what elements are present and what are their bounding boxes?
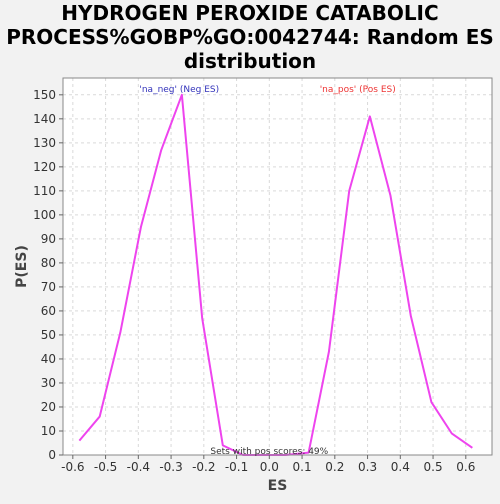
y-tick-label: 40	[41, 352, 56, 366]
y-tick-label: 10	[41, 424, 56, 438]
x-axis-label: ES	[268, 478, 288, 494]
y-axis-label: P(ES)	[14, 245, 30, 288]
title-line: HYDROGEN PEROXIDE CATABOLIC	[61, 1, 438, 25]
neg-annotation: 'na_neg' (Neg ES)	[139, 85, 219, 95]
y-tick-label: 20	[41, 400, 56, 414]
y-tick-label: 80	[41, 256, 56, 270]
x-tick-label: 0.4	[391, 460, 410, 474]
x-tick-label: -0.1	[225, 460, 248, 474]
x-tick-label: -0.3	[159, 460, 182, 474]
footer-annotation: Sets with pos scores: 49%	[210, 447, 328, 457]
title-line: PROCESS%GOBP%GO:0042744: Random ES	[6, 25, 494, 49]
y-tick-label: 140	[33, 112, 56, 126]
y-tick-label: 70	[41, 280, 56, 294]
x-tick-label: 0.1	[293, 460, 312, 474]
y-tick-label: 100	[33, 208, 56, 222]
x-tick-label: -0.6	[61, 460, 84, 474]
x-tick-label: 0.5	[424, 460, 443, 474]
x-tick-label: 0.2	[325, 460, 344, 474]
x-tick-label: -0.4	[127, 460, 150, 474]
plot-border	[62, 77, 493, 456]
y-ticks: 0 10 20 30 40 50 60 70 80 90 100 110 120 130 140 150	[33, 88, 63, 462]
y-tick-label: 110	[33, 184, 56, 198]
plot-area	[63, 78, 492, 455]
x-tick-label: -0.2	[192, 460, 215, 474]
x-tick-label: 0.6	[456, 460, 475, 474]
y-tick-label: 150	[33, 88, 56, 102]
axes	[62, 77, 493, 456]
x-tick-label: -0.5	[94, 460, 117, 474]
x-tick-label: 0.3	[358, 460, 377, 474]
x-tick-label: 0.0	[260, 460, 279, 474]
y-tick-label: 120	[33, 160, 56, 174]
chart-title: HYDROGEN PEROXIDE CATABOLICPROCESS%GOBP%…	[6, 1, 494, 73]
y-tick-label: 0	[48, 448, 56, 462]
x-ticks: -0.6 -0.5 -0.4 -0.3 -0.2 -0.1 0.0 0.1 0.2 0.3 0.4 0…	[61, 455, 475, 474]
y-tick-label: 130	[33, 136, 56, 150]
y-tick-label: 60	[41, 304, 56, 318]
y-tick-label: 30	[41, 376, 56, 390]
y-tick-label: 50	[41, 328, 56, 342]
y-tick-label: 90	[41, 232, 56, 246]
grid-lines	[63, 78, 492, 456]
pos-annotation: 'na_pos' (Pos ES)	[320, 85, 396, 95]
title-line: distribution	[184, 49, 316, 73]
